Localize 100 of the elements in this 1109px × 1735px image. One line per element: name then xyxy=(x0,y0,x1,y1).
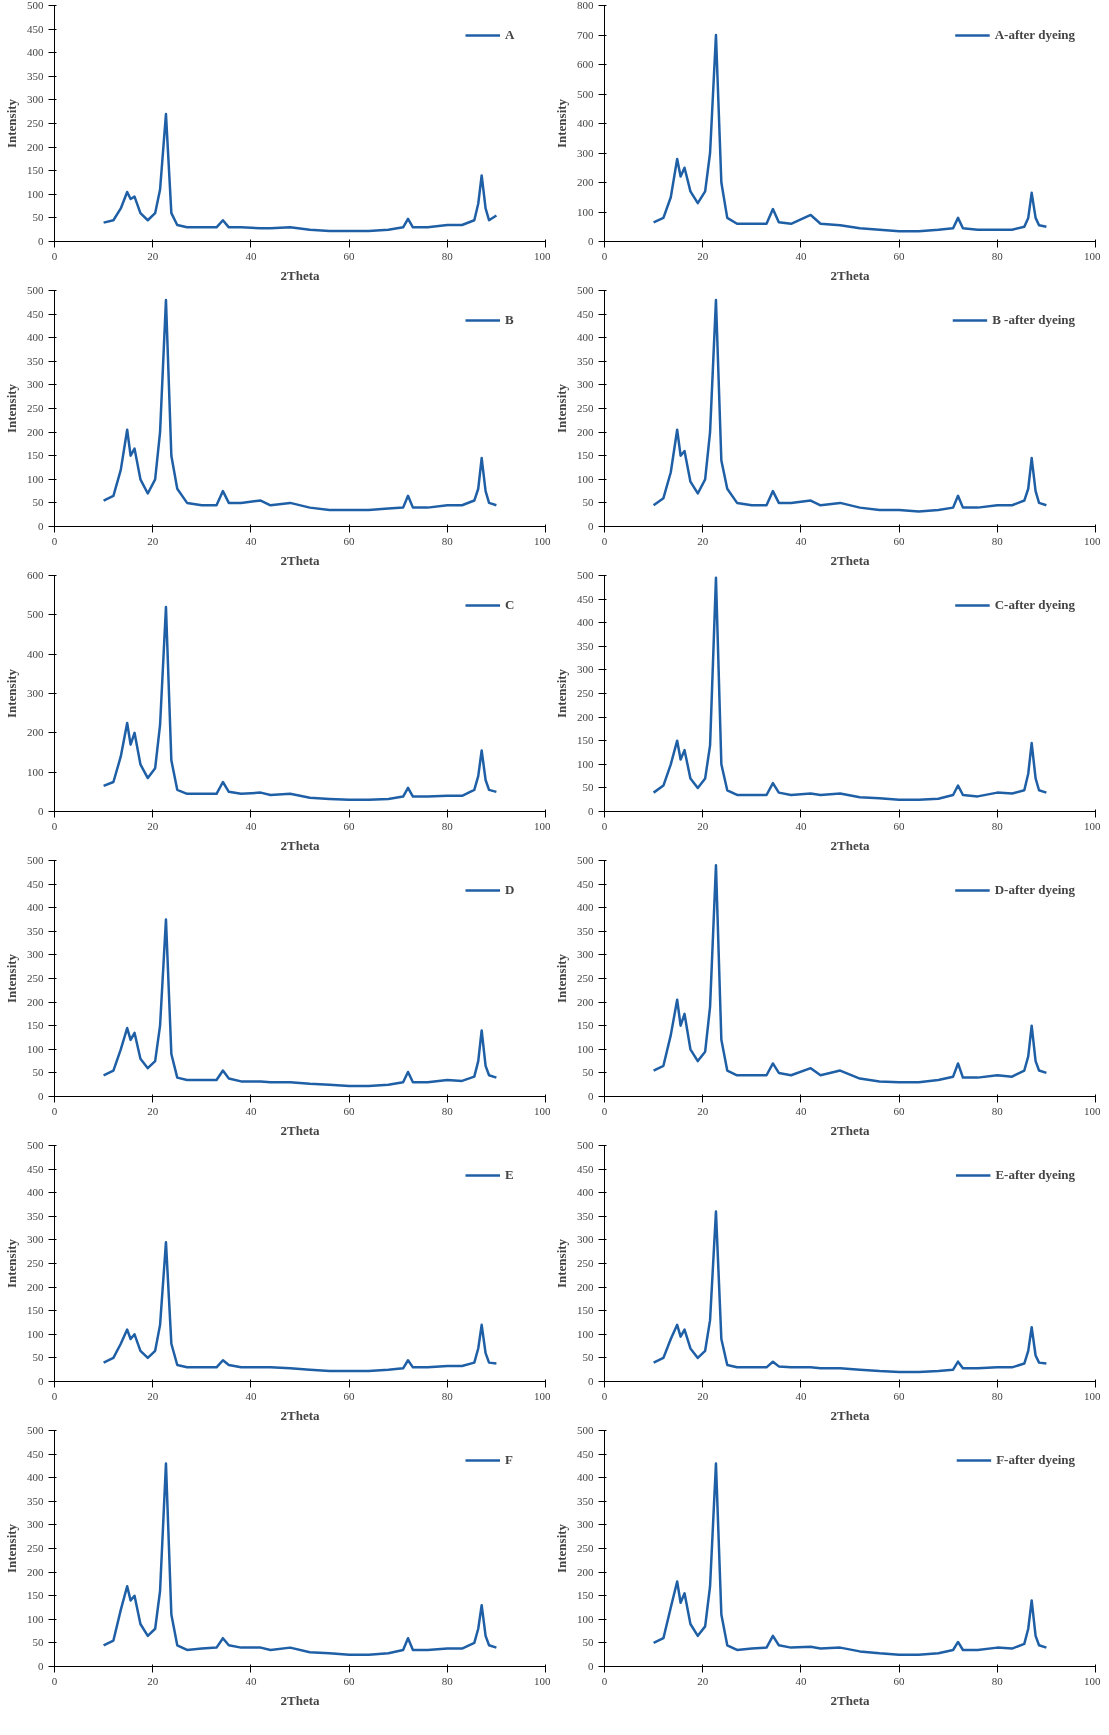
x-tick-label: 60 xyxy=(343,249,356,262)
y-tick-label: 100 xyxy=(27,1042,44,1055)
legend-label: A-after dyeing xyxy=(994,27,1075,43)
x-tick-label: 100 xyxy=(1084,534,1101,547)
y-tick-label: 0 xyxy=(38,520,44,532)
x-tick-label: 60 xyxy=(343,534,356,547)
x-tick-label: 0 xyxy=(601,819,608,832)
x-tick-label: 80 xyxy=(991,819,1004,832)
y-tick-label: 450 xyxy=(577,1447,594,1460)
y-tick-label: 300 xyxy=(577,146,594,159)
x-tick-label: 0 xyxy=(601,249,608,262)
x-tick-label: 40 xyxy=(795,1674,807,1687)
legend-label: B -after dyeing xyxy=(992,312,1075,328)
y-tick-label: 200 xyxy=(27,425,44,438)
x-tick-label: 60 xyxy=(893,1674,906,1687)
y-tick-label: 400 xyxy=(577,616,594,629)
y-tick-label: 0 xyxy=(38,805,44,817)
y-tick-label: 400 xyxy=(577,901,594,914)
x-tick-label: 100 xyxy=(534,1389,551,1402)
y-tick-label: 450 xyxy=(27,307,44,320)
y-axis-title: Intensity xyxy=(554,1238,569,1289)
x-tick-label: 0 xyxy=(51,534,58,547)
x-tick-label: 60 xyxy=(893,819,906,832)
x-tick-label: 0 xyxy=(51,249,58,262)
y-tick-label: 100 xyxy=(577,1042,594,1055)
y-tick-label: 200 xyxy=(27,1280,44,1293)
legend-label: E xyxy=(505,1167,515,1183)
y-tick-label: 200 xyxy=(27,995,44,1008)
x-tick-label: 20 xyxy=(697,534,709,547)
x-tick-label: 100 xyxy=(534,1674,551,1687)
x-tick-label: 0 xyxy=(51,1104,58,1117)
y-tick-label: 400 xyxy=(27,901,44,914)
y-tick-label: 500 xyxy=(577,854,594,866)
y-axis-title: Intensity xyxy=(4,1238,19,1289)
y-tick-label: 500 xyxy=(577,87,594,100)
y-tick-label: 0 xyxy=(38,1375,44,1387)
x-tick-label: 60 xyxy=(893,1104,906,1117)
x-tick-label: 100 xyxy=(534,1104,551,1117)
y-tick-label: 450 xyxy=(577,877,594,890)
y-tick-label: 50 xyxy=(32,1351,44,1364)
x-tick-label: 80 xyxy=(991,534,1004,547)
y-tick-label: 500 xyxy=(27,1424,44,1436)
y-tick-label: 300 xyxy=(577,1518,594,1531)
y-tick-label: 200 xyxy=(27,726,44,739)
x-tick-label: 40 xyxy=(795,1104,807,1117)
y-tick-label: 150 xyxy=(27,164,44,177)
y-tick-label: 450 xyxy=(27,877,44,890)
x-tick-label: 0 xyxy=(51,1389,58,1402)
legend-label: A xyxy=(505,27,516,43)
y-tick-label: 400 xyxy=(577,117,594,129)
x-tick-label: 100 xyxy=(1084,1389,1101,1402)
x-tick-label: 0 xyxy=(601,1674,608,1687)
y-tick-label: 200 xyxy=(577,1565,594,1578)
y-tick-label: 500 xyxy=(577,1424,594,1436)
x-tick-label: 60 xyxy=(343,819,356,832)
x-tick-label: 80 xyxy=(991,1389,1004,1402)
y-tick-label: 450 xyxy=(577,592,594,605)
y-tick-label: 200 xyxy=(577,710,594,723)
x-tick-label: 80 xyxy=(441,1674,454,1687)
y-tick-label: 50 xyxy=(32,211,44,224)
y-tick-label: 500 xyxy=(577,569,594,581)
y-tick-label: 350 xyxy=(577,1494,594,1507)
x-tick-label: 40 xyxy=(795,534,807,547)
y-tick-label: 800 xyxy=(577,0,594,11)
x-tick-label: 80 xyxy=(441,819,454,832)
y-axis-title: Intensity xyxy=(4,98,19,149)
y-axis-title: Intensity xyxy=(554,953,569,1004)
y-tick-label: 150 xyxy=(27,1019,44,1032)
x-tick-label: 20 xyxy=(697,1674,709,1687)
legend-label: E-after dyeing xyxy=(995,1167,1075,1183)
x-tick-label: 40 xyxy=(245,534,257,547)
x-axis-title: 2Theta xyxy=(830,267,870,283)
y-tick-label: 100 xyxy=(577,1612,594,1625)
x-tick-label: 100 xyxy=(534,819,551,832)
y-tick-label: 200 xyxy=(577,425,594,438)
y-tick-label: 150 xyxy=(577,1589,594,1602)
y-tick-label: 300 xyxy=(27,1518,44,1531)
x-axis-title: 2Theta xyxy=(830,1122,870,1138)
y-tick-label: 200 xyxy=(27,1565,44,1578)
y-tick-label: 350 xyxy=(27,69,44,82)
x-tick-label: 20 xyxy=(147,819,159,832)
y-tick-label: 400 xyxy=(577,1186,594,1199)
y-tick-label: 250 xyxy=(27,402,44,414)
y-tick-label: 100 xyxy=(577,205,594,218)
y-tick-label: 0 xyxy=(588,1660,594,1672)
x-tick-label: 40 xyxy=(245,1674,257,1687)
x-tick-label: 20 xyxy=(147,534,159,547)
x-tick-label: 40 xyxy=(245,819,257,832)
y-tick-label: 450 xyxy=(577,1162,594,1175)
y-tick-label: 100 xyxy=(27,1327,44,1340)
x-tick-label: 40 xyxy=(245,1389,257,1402)
x-tick-label: 0 xyxy=(601,1389,608,1402)
y-tick-label: 400 xyxy=(27,1471,44,1484)
x-tick-label: 20 xyxy=(147,1104,159,1117)
y-axis-title: Intensity xyxy=(554,668,569,719)
y-tick-label: 100 xyxy=(577,472,594,485)
x-tick-label: 80 xyxy=(991,1674,1004,1687)
y-tick-label: 450 xyxy=(27,1447,44,1460)
y-tick-label: 0 xyxy=(588,520,594,532)
y-tick-label: 500 xyxy=(577,284,594,296)
